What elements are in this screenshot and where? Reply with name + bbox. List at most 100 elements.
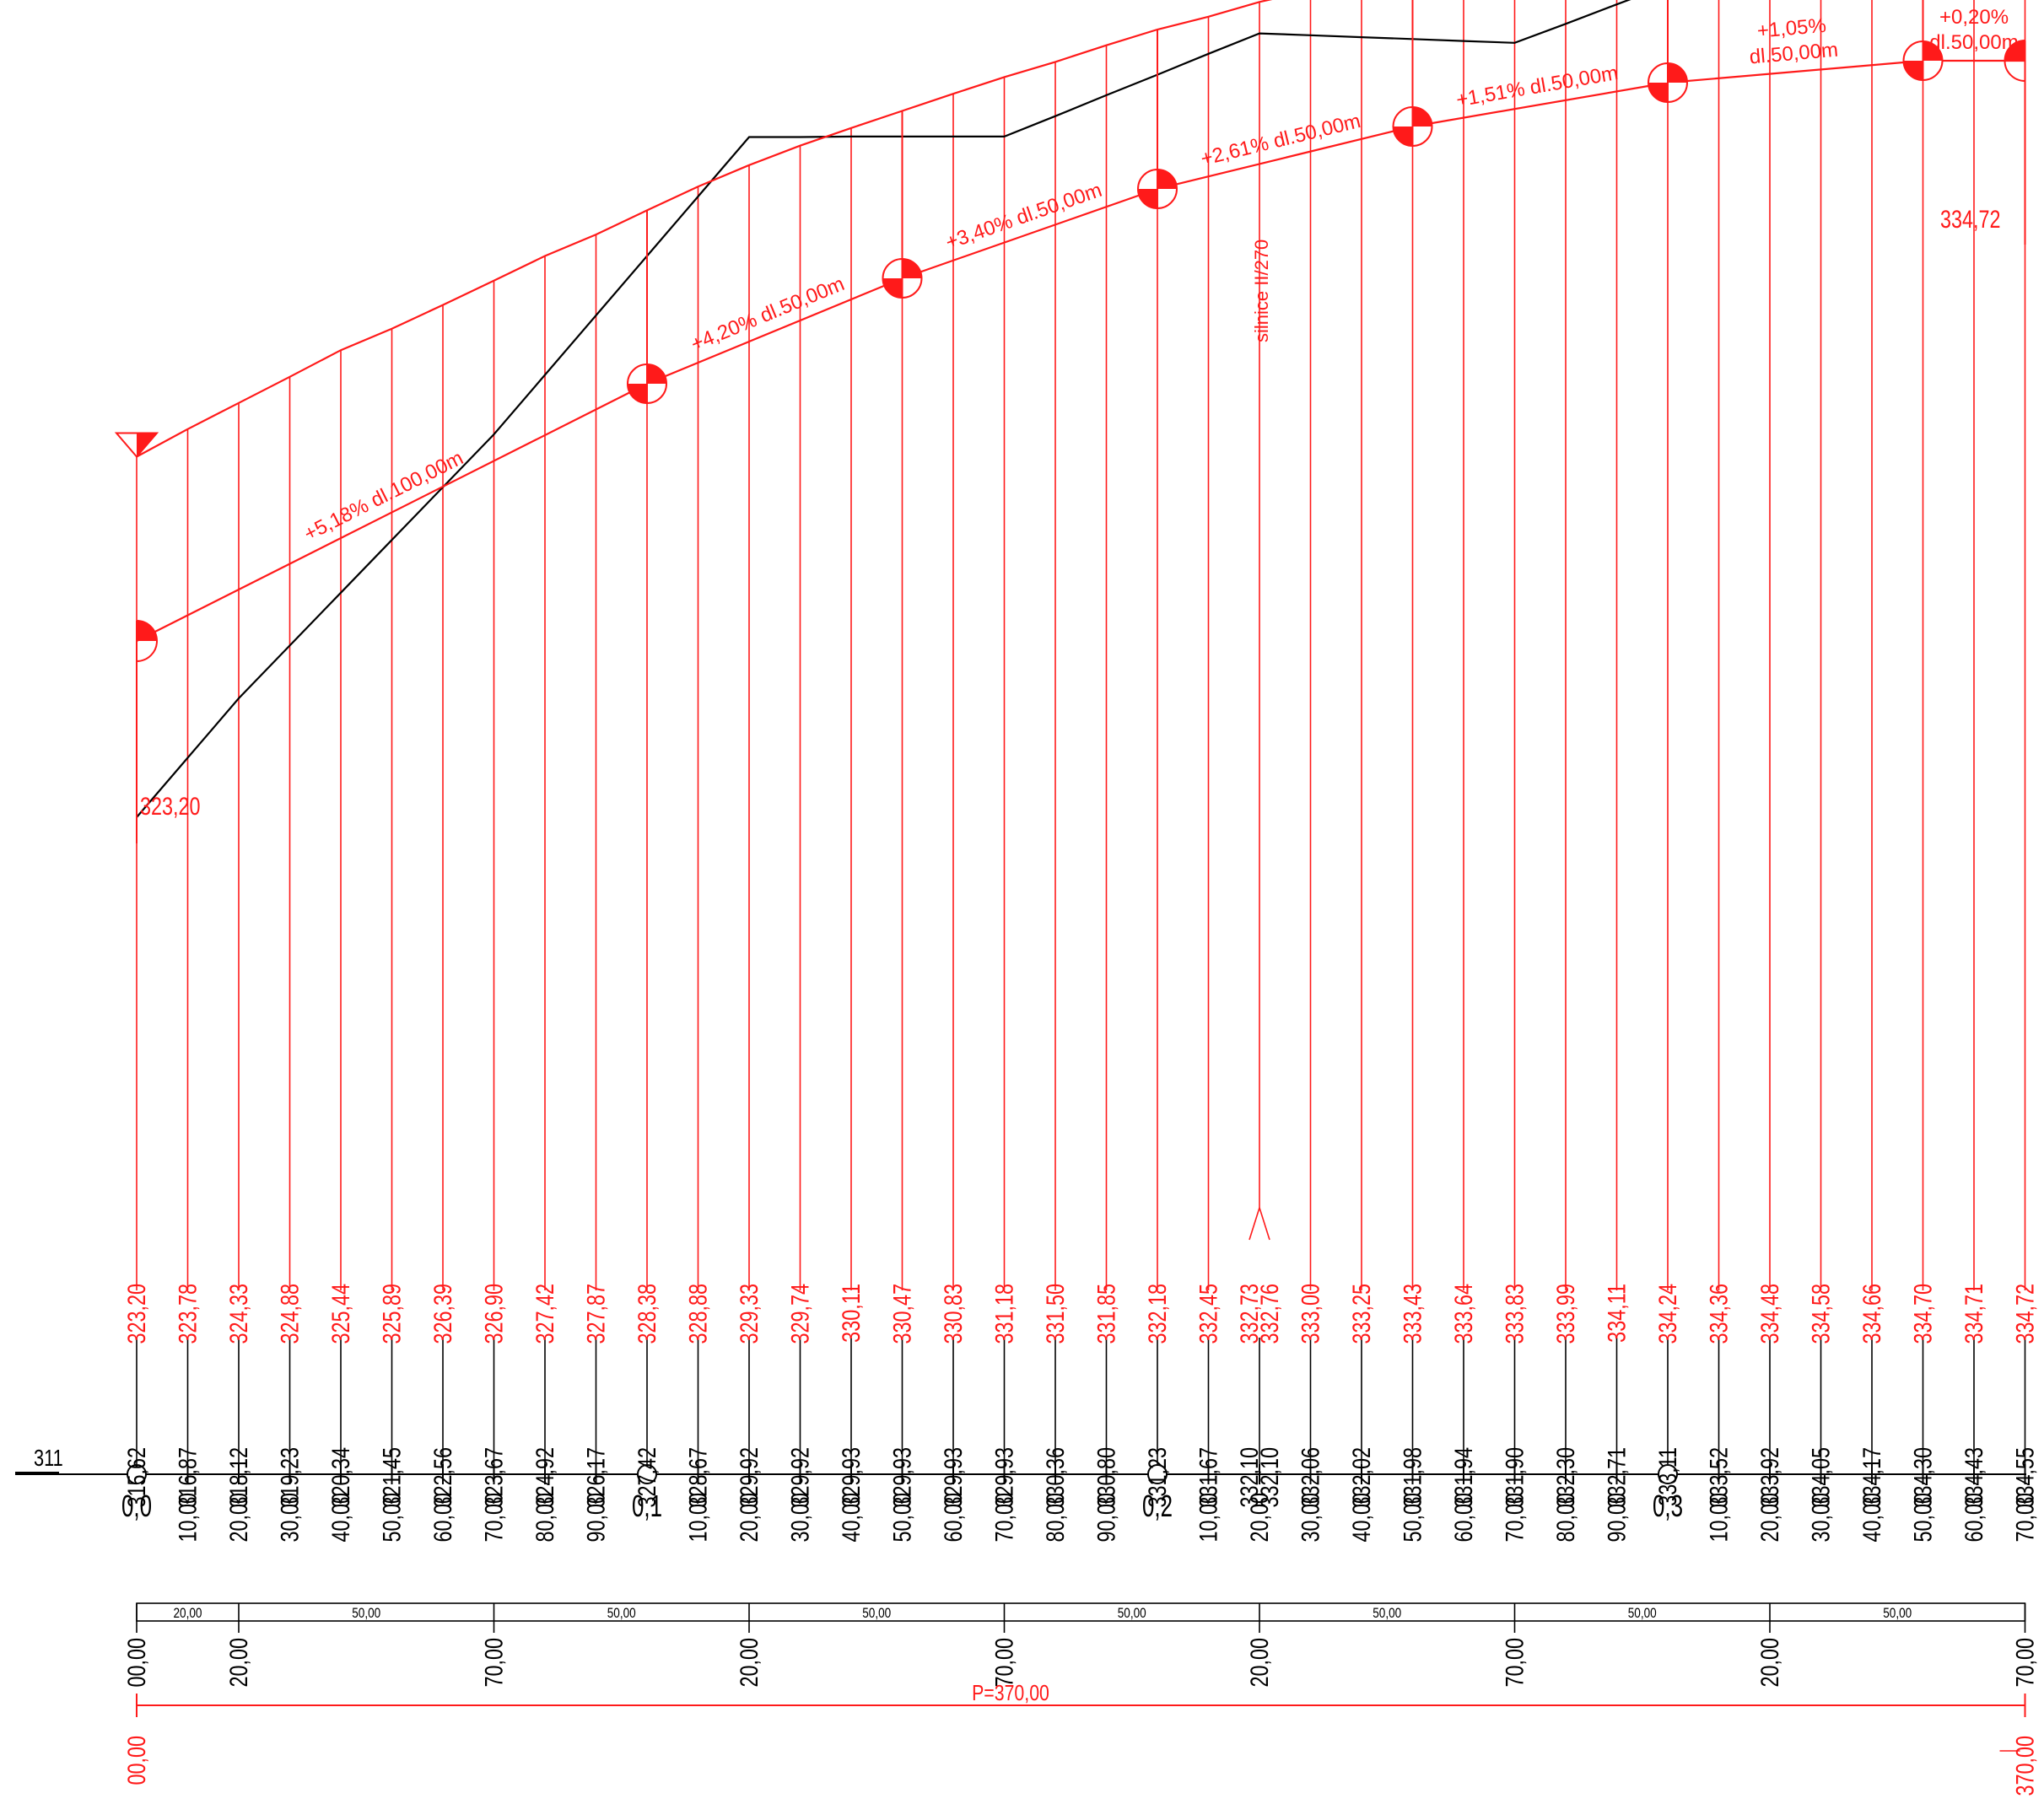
grade-text: dl.50,00m [1749,39,1839,69]
terrain-elevation: 329,93 [939,1447,967,1508]
design-elevation: 334,58 [1807,1284,1835,1344]
station-label: 30,00 [786,1493,814,1543]
design-elevation: 329,74 [786,1284,814,1344]
elevation-markers: 323,20 334,72 silnice II/270 [114,205,2001,821]
segment-chainage: 70,00 [990,1638,1018,1688]
design-elevation: 334,11 [1603,1284,1631,1343]
terrain-elevation: 326,17 [582,1447,610,1508]
terrain-elevation: 329,92 [735,1447,763,1508]
terrain-elevation: 331,23 [1143,1447,1171,1508]
station-label: 40,00 [326,1493,354,1543]
design-elevation: 325,44 [326,1284,354,1344]
start-elevation-label: 323,20 [140,792,201,820]
terrain-elevation: 328,67 [684,1447,712,1508]
station-label: 50,00 [888,1493,916,1543]
design-elevation: 328,38 [633,1284,661,1344]
station-label: 40,00 [1858,1493,1885,1543]
start-elevation-fill [137,433,157,457]
station-label: 0,2 [1142,1489,1173,1523]
station-label: 90,00 [582,1493,610,1543]
total-length-label: P=370,00 [972,1681,1049,1706]
station-label: 90,00 [1603,1493,1631,1543]
station-label: 70,00 [1501,1493,1529,1543]
vertex-fill-b [1903,61,1923,80]
terrain-elevation: 318,12 [224,1447,252,1508]
grade-text: +4,20% dl.50,00m [688,272,848,356]
station-label: 20,00 [1245,1493,1273,1543]
design-elevation: 326,39 [429,1284,456,1344]
vertex-fill-b [1138,189,1157,208]
terrain-elevation: 320,34 [326,1447,354,1508]
station-label: 60,00 [1449,1493,1477,1543]
station-label: 70,00 [990,1493,1018,1543]
design-elevation: 332,73 [1235,1284,1263,1344]
station-label: 60,00 [429,1493,456,1543]
design-elevation: 334,72 [2011,1284,2039,1344]
station-label: 50,00 [1399,1493,1426,1543]
terrain-elevation: 321,45 [378,1447,406,1508]
hectometre-marker [1658,1464,1678,1484]
terrain-elevation: 334,05 [1807,1447,1835,1508]
design-elevation: 323,20 [122,1284,150,1344]
segment-chainage: 70,00 [480,1638,508,1688]
vertex-fill-a [902,259,922,278]
segment-chainage: 70,00 [1501,1638,1529,1688]
station-label: 90,00 [1092,1493,1120,1543]
station-label: 80,00 [1041,1493,1069,1543]
design-elevation: 329,33 [735,1284,763,1344]
terrain-elevation-2: 332,10 [1255,1447,1283,1508]
terrain-elevation: 331,90 [1501,1447,1529,1508]
terrain-elevation: 334,30 [1909,1447,1937,1508]
terrain-elevation: 324,92 [531,1447,558,1508]
design-elevation: 332,18 [1143,1284,1171,1344]
grade-label: +2,61% dl.50,00m [1199,110,1363,170]
terrain-elevation: 331,94 [1449,1447,1477,1508]
grade-text: +5,18% dl.100,00m [300,447,467,546]
design-elevation: 333,83 [1501,1284,1529,1344]
segment-chainage: 70,00 [2011,1638,2039,1688]
hectometre-marker [127,1464,147,1484]
station-label: 10,00 [1705,1493,1733,1543]
station-label: 60,00 [1960,1493,1987,1543]
total-start-chainage: 00,00 [122,1736,150,1785]
end-elevation-label: 334,72 [1940,205,2001,233]
lower-bands: 311 0,0 10,00 20,00 30,00 40,00 50,00 60,00 70,0… [15,1338,2039,1688]
terrain-elevation: 329,93 [837,1447,865,1508]
tangent-end-fill [137,621,157,641]
segment-length: 50,00 [1628,1606,1657,1622]
design-elevation: 328,88 [684,1284,712,1344]
design-elevation: 333,25 [1347,1284,1375,1344]
terrain-elevation: 332,02 [1347,1447,1375,1508]
design-elevation: 334,36 [1705,1284,1733,1344]
terrain-elevation: 322,56 [429,1447,456,1508]
segment-length: 20,00 [174,1606,202,1622]
hectometre-marker [637,1464,657,1484]
design-elevation: 327,42 [531,1284,558,1344]
grade-text: +1,05% [1756,14,1827,43]
terrain-elevation: 315,62 [122,1447,150,1508]
road-crossing-label: silnice II/270 [1251,240,1272,342]
design-elevation: 334,70 [1909,1284,1937,1344]
design-elevation: 325,89 [378,1284,406,1344]
station-label: 30,00 [276,1493,304,1543]
tangent-polygon: +5,18% dl.100,00m+4,20% dl.50,00m+3,40% … [136,0,2026,843]
segment-length: 50,00 [862,1606,891,1622]
grade-label: +0,20%dl.50,00m [1929,6,2018,54]
vertex-fill-b [882,278,903,298]
station-label: 40,00 [837,1493,865,1543]
design-elevation: 324,33 [224,1284,252,1344]
terrain-elevation: 330,36 [1041,1447,1069,1508]
station-label: 0,1 [632,1489,662,1523]
station-label: 20,00 [735,1493,763,1543]
pair-split-left [1249,1207,1260,1241]
vertex-fill-b [1393,127,1413,146]
vertex-fill-a [1923,41,1943,61]
grade-text: +2,61% dl.50,00m [1199,110,1363,170]
segment-chainage: 20,00 [1755,1638,1783,1688]
terrain-elevation: 332,06 [1297,1447,1324,1508]
station-label: 20,00 [224,1493,252,1543]
grade-label: +5,18% dl.100,00m [300,447,467,546]
grade-label: +4,20% dl.50,00m [688,272,848,356]
vertex-fill-a [1157,170,1177,189]
segment-chainage: 00,00 [122,1638,150,1688]
